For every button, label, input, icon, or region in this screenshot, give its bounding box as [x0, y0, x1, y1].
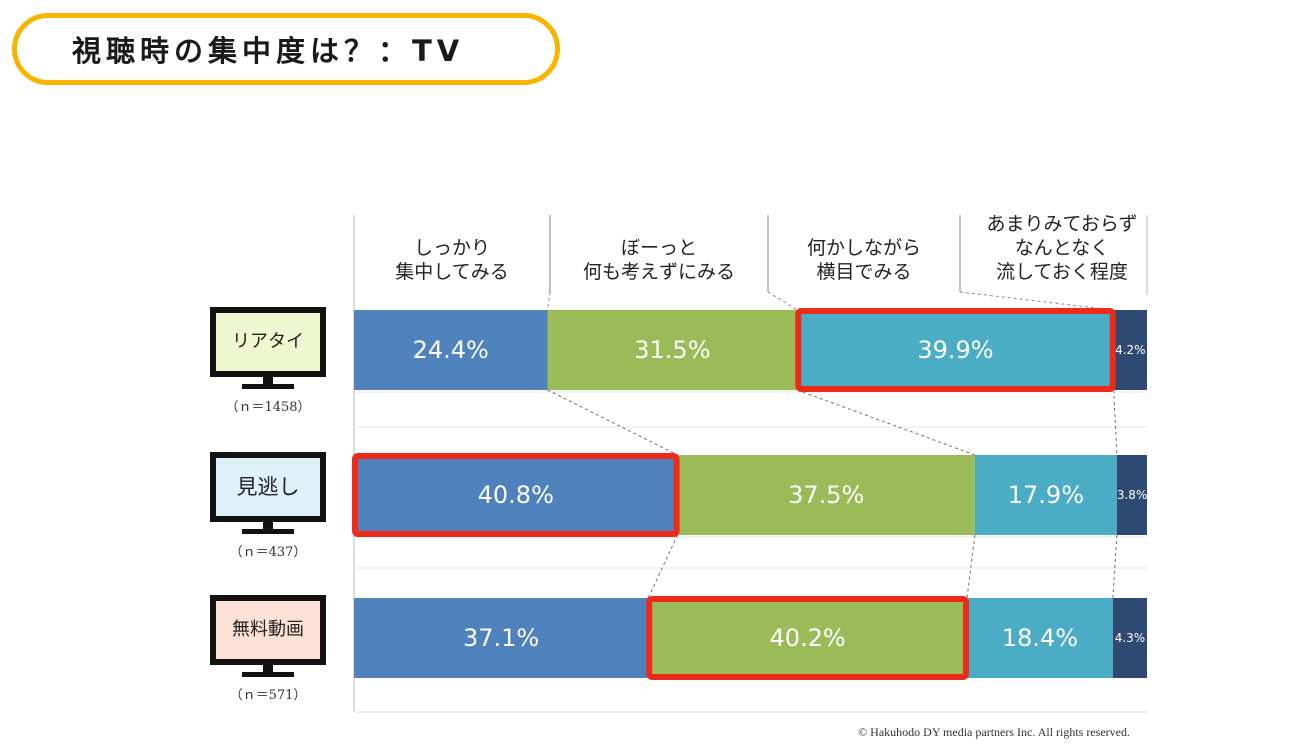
highlight-box	[646, 596, 969, 680]
bar-value-label: 40.2%	[769, 624, 846, 652]
category-label: リアタイ	[232, 331, 304, 352]
row-connector-line	[797, 389, 976, 456]
series-header-label: なんとなく	[1014, 237, 1110, 259]
bar-value-label: 39.9%	[917, 336, 994, 364]
bar-segment	[677, 455, 975, 535]
bar-segment	[1113, 310, 1147, 390]
bar-value-label: 4.3%	[1114, 631, 1146, 645]
tv-stand-neck-icon	[263, 377, 273, 385]
bar-segment	[797, 310, 1114, 390]
tv-stand-neck-icon	[263, 665, 273, 673]
bar-value-label: 24.4%	[412, 336, 489, 364]
series-header-label: 何も考えずにみる	[582, 261, 735, 283]
header-connector-2	[767, 291, 798, 311]
row-connector-line	[1112, 534, 1118, 599]
copyright-notice: © Hakuhodo DY media partners Inc. All ri…	[858, 725, 1130, 739]
tv-screen-icon	[210, 595, 326, 665]
row-connector-line	[1113, 389, 1118, 456]
bar-segment	[354, 455, 678, 535]
page-title: 視聴時の集中度は？：TV	[72, 34, 465, 68]
bar-segment	[1116, 455, 1147, 535]
bar-value-label: 37.1%	[462, 624, 540, 652]
bar-value-label: 37.5%	[788, 481, 865, 509]
highlight-box	[795, 308, 1116, 392]
series-header-label: ぼーっと	[620, 237, 697, 259]
series-header-label: 横目でみる	[816, 261, 912, 283]
category-label: 無料動画	[232, 619, 304, 640]
bar-segment	[1112, 598, 1147, 678]
series-header-label: 流しておく程度	[996, 261, 1128, 283]
tv-stand-base-icon	[242, 529, 294, 534]
sample-size-label: （ｎ＝571）	[229, 688, 307, 703]
row-connector-line	[647, 534, 678, 599]
header-connector-3	[959, 291, 1114, 311]
series-header-label: 何かしながら	[806, 237, 921, 259]
tv-screen-icon	[210, 452, 326, 522]
bar-value-label: 40.8%	[477, 481, 554, 509]
bar-value-label: 17.9%	[1007, 481, 1084, 509]
header-connector-1	[546, 291, 551, 311]
series-header-label: あまりみておらず	[986, 213, 1138, 235]
category-label: 見逃し	[236, 475, 300, 499]
bar-segment	[354, 598, 649, 678]
bar-segment	[547, 310, 798, 390]
bar-segment	[974, 455, 1117, 535]
title-pill	[12, 13, 560, 85]
sample-size-label: （ｎ＝437）	[229, 545, 307, 560]
series-header-label: しっかり	[413, 237, 490, 259]
tv-screen-icon	[210, 307, 326, 377]
sample-size-label: （ｎ＝1458）	[225, 400, 311, 415]
highlight-box	[352, 453, 680, 537]
tv-stand-neck-icon	[263, 522, 273, 530]
bar-value-label: 18.4%	[1001, 624, 1079, 652]
row-connector-line	[547, 389, 678, 456]
bar-value-label: 4.2%	[1115, 343, 1146, 357]
bar-segment	[354, 310, 548, 390]
bar-value-label: 31.5%	[634, 336, 711, 364]
bar-value-label: 3.8%	[1116, 488, 1147, 502]
bar-segment	[966, 598, 1113, 678]
bar-segment	[648, 598, 967, 678]
row-connector-line	[966, 534, 976, 599]
tv-stand-base-icon	[242, 384, 294, 389]
tv-stand-base-icon	[242, 672, 294, 677]
series-header-label: 集中してみる	[395, 261, 509, 283]
